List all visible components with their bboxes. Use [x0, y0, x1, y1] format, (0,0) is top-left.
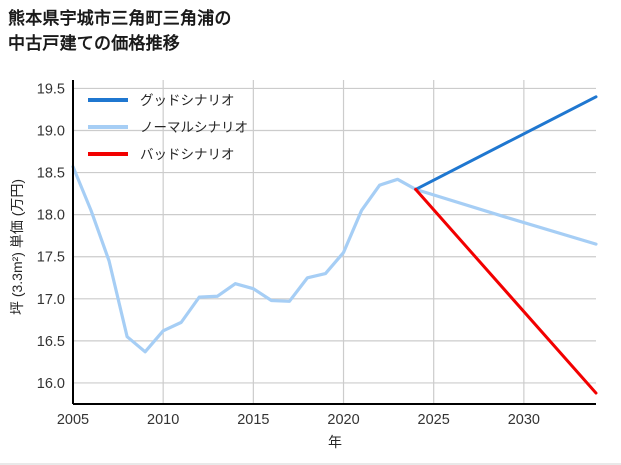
data-series-group	[71, 95, 598, 395]
y-tick-label: 19.5	[37, 81, 65, 97]
x-tick-label: 2030	[508, 412, 540, 428]
x-tick-label: 2015	[237, 412, 269, 428]
x-axis-label: 年	[328, 434, 342, 450]
x-axis-tick-labels: 2005 2010 2015 2020 2025 2030	[57, 412, 540, 428]
y-tick-label: 18.5	[37, 166, 65, 182]
y-tick-label: 18.0	[37, 208, 65, 224]
y-tick-label: 19.0	[37, 123, 65, 139]
x-tick-label: 2005	[57, 412, 89, 428]
x-tick-label: 2020	[327, 412, 359, 428]
gridlines	[72, 80, 596, 404]
y-tick-label: 16.5	[37, 334, 65, 350]
y-tick-label: 17.0	[37, 292, 65, 308]
y-tick-label: 17.5	[37, 250, 65, 266]
series-line	[414, 95, 598, 191]
x-tick-label: 2025	[418, 412, 450, 428]
y-axis-label: 坪 (3.3m²) 単価 (万円)	[9, 179, 25, 315]
legend-label: バッドシナリオ	[140, 147, 235, 162]
series-line	[414, 187, 598, 395]
legend-label: ノーマルシナリオ	[140, 120, 248, 135]
legend-label: グッドシナリオ	[140, 93, 235, 108]
x-tick-label: 2010	[147, 412, 179, 428]
y-tick-label: 16.0	[37, 376, 65, 392]
axes	[72, 80, 596, 405]
page-title: 熊本県宇城市三角町三角浦の 中古戸建ての価格推移	[8, 9, 232, 53]
series-line	[71, 165, 598, 354]
y-axis-tick-labels: 16.0 16.5 17.0 17.5 18.0 18.5 19.0 19.5	[37, 81, 65, 392]
